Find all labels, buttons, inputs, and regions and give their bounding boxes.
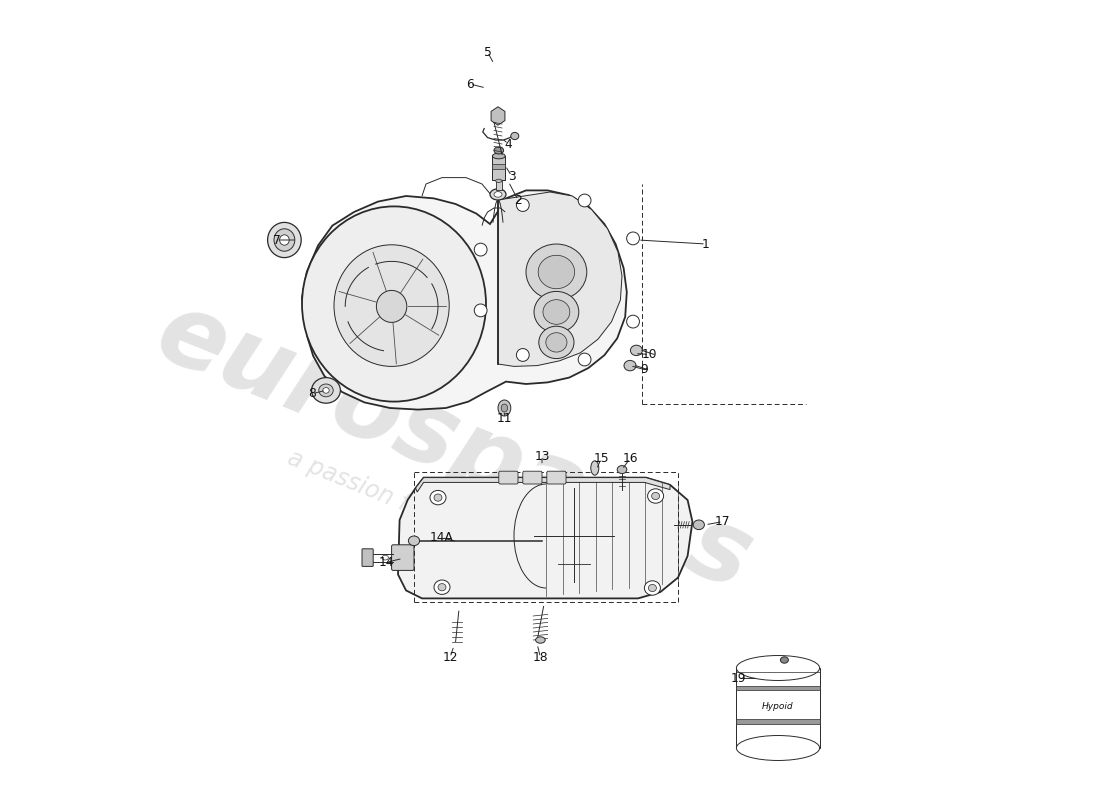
- Polygon shape: [491, 107, 505, 125]
- Text: 14A: 14A: [429, 531, 453, 544]
- Ellipse shape: [780, 657, 789, 663]
- Ellipse shape: [494, 146, 504, 154]
- Ellipse shape: [526, 244, 586, 300]
- Ellipse shape: [430, 490, 446, 505]
- Ellipse shape: [322, 387, 329, 393]
- Ellipse shape: [536, 637, 546, 643]
- Ellipse shape: [627, 232, 639, 245]
- Ellipse shape: [546, 333, 566, 352]
- Ellipse shape: [624, 360, 636, 370]
- Ellipse shape: [494, 191, 502, 197]
- FancyBboxPatch shape: [736, 719, 820, 724]
- Ellipse shape: [474, 243, 487, 256]
- Ellipse shape: [311, 378, 340, 403]
- Ellipse shape: [498, 400, 510, 416]
- Text: 17: 17: [715, 515, 730, 528]
- Text: 19: 19: [730, 672, 746, 685]
- Ellipse shape: [543, 300, 570, 324]
- FancyBboxPatch shape: [522, 471, 542, 484]
- Ellipse shape: [302, 206, 486, 402]
- Ellipse shape: [538, 255, 574, 289]
- Text: a passion for parts since 1985: a passion for parts since 1985: [284, 446, 624, 602]
- Ellipse shape: [474, 304, 487, 317]
- Ellipse shape: [736, 735, 820, 761]
- Ellipse shape: [736, 655, 820, 681]
- Polygon shape: [496, 181, 502, 190]
- Text: 8: 8: [308, 387, 317, 400]
- Ellipse shape: [502, 404, 507, 412]
- Ellipse shape: [516, 198, 529, 211]
- Polygon shape: [416, 478, 670, 492]
- Polygon shape: [493, 164, 505, 169]
- Ellipse shape: [382, 555, 388, 560]
- Ellipse shape: [693, 520, 704, 530]
- Text: 14: 14: [378, 556, 394, 569]
- Ellipse shape: [510, 132, 519, 139]
- FancyBboxPatch shape: [392, 545, 414, 570]
- Text: 1: 1: [702, 238, 710, 250]
- Ellipse shape: [539, 326, 574, 358]
- Text: eurospares: eurospares: [143, 285, 766, 611]
- Polygon shape: [736, 668, 820, 748]
- Text: 3: 3: [508, 170, 516, 182]
- Text: 12: 12: [442, 651, 458, 664]
- Ellipse shape: [279, 235, 289, 245]
- Ellipse shape: [267, 222, 301, 258]
- Ellipse shape: [434, 580, 450, 594]
- Text: 11: 11: [496, 412, 513, 425]
- Text: 6: 6: [466, 78, 474, 90]
- Ellipse shape: [579, 194, 591, 207]
- Ellipse shape: [617, 466, 627, 474]
- Ellipse shape: [579, 353, 591, 366]
- Text: 5: 5: [484, 46, 492, 58]
- Ellipse shape: [648, 489, 663, 503]
- Polygon shape: [398, 478, 692, 598]
- FancyBboxPatch shape: [547, 471, 567, 484]
- Polygon shape: [493, 156, 505, 180]
- Ellipse shape: [319, 384, 333, 397]
- FancyBboxPatch shape: [362, 549, 373, 566]
- Text: 15: 15: [593, 452, 609, 465]
- Ellipse shape: [651, 492, 660, 499]
- Ellipse shape: [438, 584, 446, 590]
- FancyBboxPatch shape: [498, 471, 518, 484]
- Ellipse shape: [490, 189, 506, 200]
- Ellipse shape: [274, 229, 295, 251]
- Ellipse shape: [334, 245, 449, 366]
- Text: 16: 16: [623, 452, 638, 465]
- Ellipse shape: [376, 290, 407, 322]
- Ellipse shape: [493, 154, 505, 158]
- Ellipse shape: [408, 536, 419, 546]
- Text: 9: 9: [640, 363, 648, 376]
- Ellipse shape: [648, 584, 657, 592]
- Ellipse shape: [434, 494, 442, 501]
- Ellipse shape: [516, 349, 529, 362]
- Polygon shape: [498, 192, 622, 366]
- Ellipse shape: [496, 179, 502, 182]
- Text: 10: 10: [641, 348, 657, 361]
- Ellipse shape: [630, 346, 642, 355]
- Ellipse shape: [534, 291, 579, 333]
- Text: Hypoid: Hypoid: [762, 702, 794, 711]
- Ellipse shape: [645, 581, 660, 595]
- FancyBboxPatch shape: [736, 686, 820, 690]
- Text: 2: 2: [514, 194, 521, 206]
- Polygon shape: [302, 190, 627, 410]
- Ellipse shape: [591, 461, 598, 475]
- Text: 18: 18: [532, 651, 548, 664]
- Text: 13: 13: [535, 450, 550, 462]
- Text: 7: 7: [273, 234, 280, 246]
- Ellipse shape: [627, 315, 639, 328]
- Text: 4: 4: [505, 138, 513, 150]
